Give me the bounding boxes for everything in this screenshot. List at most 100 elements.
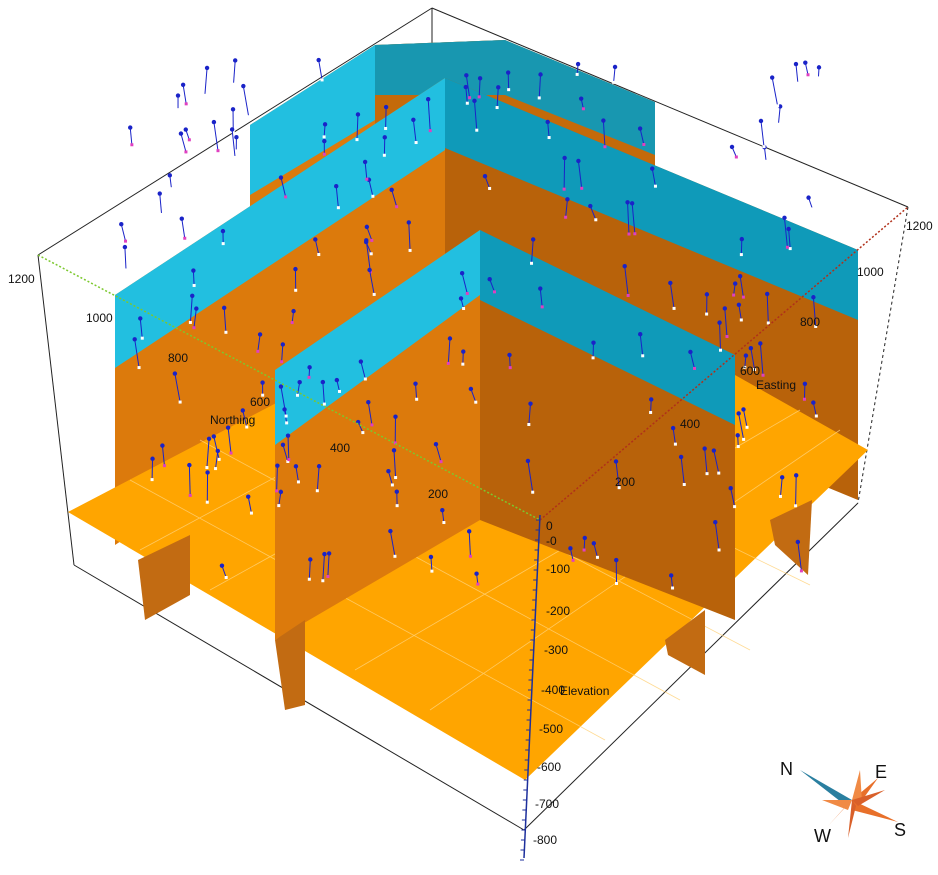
- elevation-tick-label: -400: [541, 683, 565, 697]
- well-trace: [750, 348, 756, 370]
- well-end-marker: [162, 464, 166, 468]
- elevation-tick-label: -800: [533, 833, 557, 847]
- well-marker: [260, 380, 265, 385]
- well-end-marker: [794, 504, 798, 508]
- northing-tick-label: 200: [428, 487, 448, 501]
- well-marker: [466, 529, 472, 534]
- elevation-tick-label: -600: [537, 760, 561, 774]
- well-marker: [322, 551, 327, 557]
- well-end-marker: [221, 242, 225, 246]
- well-trace: [322, 554, 325, 581]
- well-end-marker: [280, 360, 284, 364]
- well-marker: [308, 557, 313, 562]
- well-trace: [415, 383, 418, 400]
- elevation-axis: 0 -0 -100 -200 -300 -400 -500 -600 -700 …: [520, 514, 609, 861]
- well-end-marker: [322, 135, 326, 139]
- well-trace: [296, 382, 301, 396]
- well-end-marker: [395, 504, 399, 508]
- well-end-marker: [428, 129, 432, 133]
- well-trace: [327, 553, 330, 577]
- well-marker: [334, 377, 340, 383]
- well-end-marker: [799, 569, 803, 573]
- well-trace: [287, 435, 290, 460]
- well-end-marker: [488, 186, 492, 190]
- well-end-marker: [468, 554, 472, 558]
- well-end-marker: [591, 356, 595, 360]
- well-trace: [356, 114, 359, 140]
- well-marker: [758, 118, 764, 124]
- compass-needle-north: [800, 770, 852, 805]
- well-trace: [389, 531, 396, 557]
- well-trace: [435, 444, 442, 462]
- well-end-marker: [124, 268, 128, 272]
- easting-tick-label: 600: [740, 364, 760, 378]
- well-trace: [719, 322, 721, 351]
- well-trace: [308, 559, 311, 580]
- well-end-marker: [192, 326, 196, 330]
- well-marker: [183, 127, 188, 132]
- well-marker: [545, 119, 550, 125]
- well-marker: [575, 61, 581, 67]
- well-trace: [465, 75, 471, 98]
- well-trace: [461, 273, 468, 294]
- well-marker: [468, 386, 474, 392]
- well-end-marker: [277, 504, 281, 508]
- well-marker: [257, 332, 263, 337]
- well-end-marker: [802, 397, 806, 401]
- well-trace: [743, 409, 748, 428]
- well-marker: [528, 401, 533, 406]
- well-end-marker: [315, 489, 319, 493]
- well-marker: [225, 425, 231, 430]
- elevation-tick-label: -200: [546, 604, 570, 618]
- compass-needle-minor: [848, 800, 856, 838]
- well-trace: [174, 373, 181, 403]
- well-trace: [627, 202, 630, 235]
- well-trace: [797, 541, 802, 571]
- well-trace: [276, 465, 278, 491]
- well-marker: [219, 563, 225, 568]
- well-marker: [482, 174, 488, 179]
- well-marker: [388, 528, 393, 534]
- well-marker: [383, 104, 389, 110]
- easting-tick-label: 1200: [906, 219, 933, 233]
- well-end-marker: [468, 96, 472, 100]
- well-end-marker: [390, 483, 394, 487]
- well-end-marker: [363, 377, 367, 381]
- northing-axis-title: Northing: [210, 413, 255, 427]
- well-end-marker: [814, 414, 818, 418]
- well-end-marker: [414, 141, 418, 145]
- easting-tick-label: 1000: [857, 265, 884, 279]
- well-marker: [793, 473, 799, 478]
- well-marker: [293, 266, 298, 272]
- slice-panel-top: [375, 40, 655, 155]
- well-trace: [120, 224, 127, 242]
- compass-label-s: S: [894, 820, 906, 840]
- well-end-marker: [507, 88, 511, 92]
- easting-tick-label: 200: [615, 475, 635, 489]
- well-end-marker: [580, 186, 584, 190]
- slice-panel-below: [275, 620, 305, 710]
- well-marker: [736, 411, 741, 416]
- well-end-marker: [183, 236, 187, 240]
- well-end-marker: [649, 410, 653, 414]
- well-trace: [129, 127, 133, 145]
- well-trace: [669, 282, 675, 309]
- well-end-marker: [294, 288, 298, 292]
- well-end-marker: [778, 494, 782, 498]
- compass-label-n: N: [780, 759, 793, 779]
- well-end-marker: [140, 336, 144, 340]
- well-marker: [386, 469, 391, 474]
- well-trace: [318, 59, 323, 81]
- elevation-axis-title: Elevation: [560, 684, 609, 698]
- northing-axis: 200 400 600 800 1000 1200 Northing: [8, 254, 541, 521]
- well-trace: [589, 205, 597, 220]
- well-end-marker: [705, 312, 709, 316]
- well-end-marker: [130, 143, 134, 147]
- well-marker: [459, 270, 465, 276]
- well-end-marker: [295, 393, 299, 397]
- well-trace: [771, 77, 779, 106]
- well-marker: [119, 222, 124, 227]
- well-trace: [631, 203, 636, 234]
- well-end-marker: [393, 441, 397, 445]
